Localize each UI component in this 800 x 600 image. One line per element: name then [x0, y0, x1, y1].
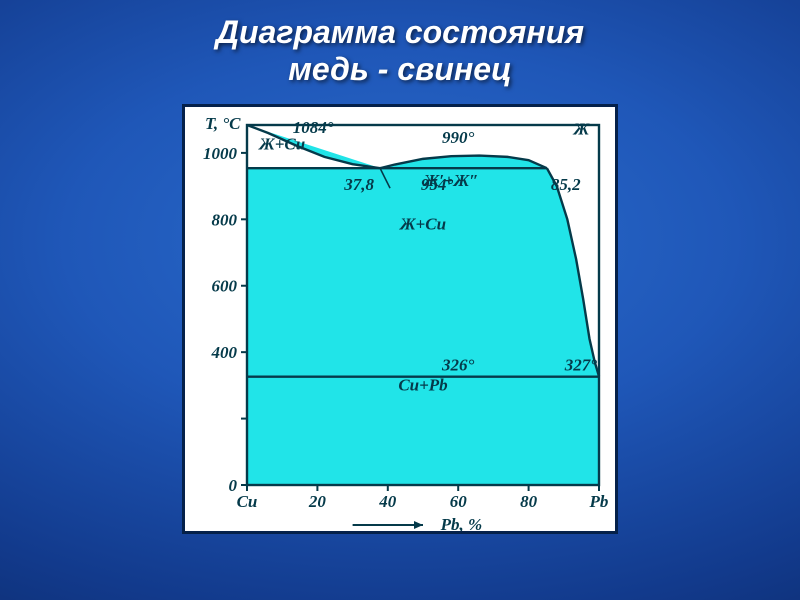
label-326: 326°	[441, 356, 475, 375]
title-line-1: Диаграмма состояния	[216, 14, 584, 50]
label-852: 85,2	[551, 175, 581, 194]
x-tick-label: 20	[308, 492, 327, 511]
x-arrow-head	[414, 521, 423, 529]
label-990: 990°	[442, 128, 475, 147]
label-327: 327°	[564, 356, 598, 375]
label-378: 37,8	[343, 175, 374, 194]
phase-label-3: Ж+Cu	[399, 214, 446, 233]
x-arrow-label: Pb, %	[440, 515, 483, 531]
x-tick-label: 40	[378, 492, 397, 511]
title-line-2: медь - свинец	[288, 51, 512, 87]
y-axis-label: T, °C	[205, 114, 241, 133]
slide-root: Диаграмма состояния медь - свинец 040060…	[0, 0, 800, 600]
x-tick-label: Cu	[237, 492, 258, 511]
y-tick-label: 800	[212, 210, 238, 229]
phase-label-1: Ж+Cu	[258, 135, 305, 154]
x-tick-label: 80	[520, 492, 538, 511]
x-tick-label: 60	[450, 492, 468, 511]
y-tick-label: 1000	[203, 144, 238, 163]
phase-label-2: Ж′+Ж″	[423, 171, 479, 190]
region-middle	[247, 168, 599, 377]
phase-diagram-figure: 04006008001000T, °CCu20406080PbPb, %1084…	[182, 104, 618, 534]
x-tick-label: Pb	[589, 492, 609, 511]
slide-title: Диаграмма состояния медь - свинец	[0, 14, 800, 88]
y-tick-label: 600	[212, 277, 238, 296]
y-tick-label: 400	[211, 343, 238, 362]
phase-label-4: Cu+Pb	[398, 375, 447, 394]
phase-label-0: Ж	[573, 120, 591, 139]
phase-diagram-svg: 04006008001000T, °CCu20406080PbPb, %1084…	[185, 107, 615, 531]
